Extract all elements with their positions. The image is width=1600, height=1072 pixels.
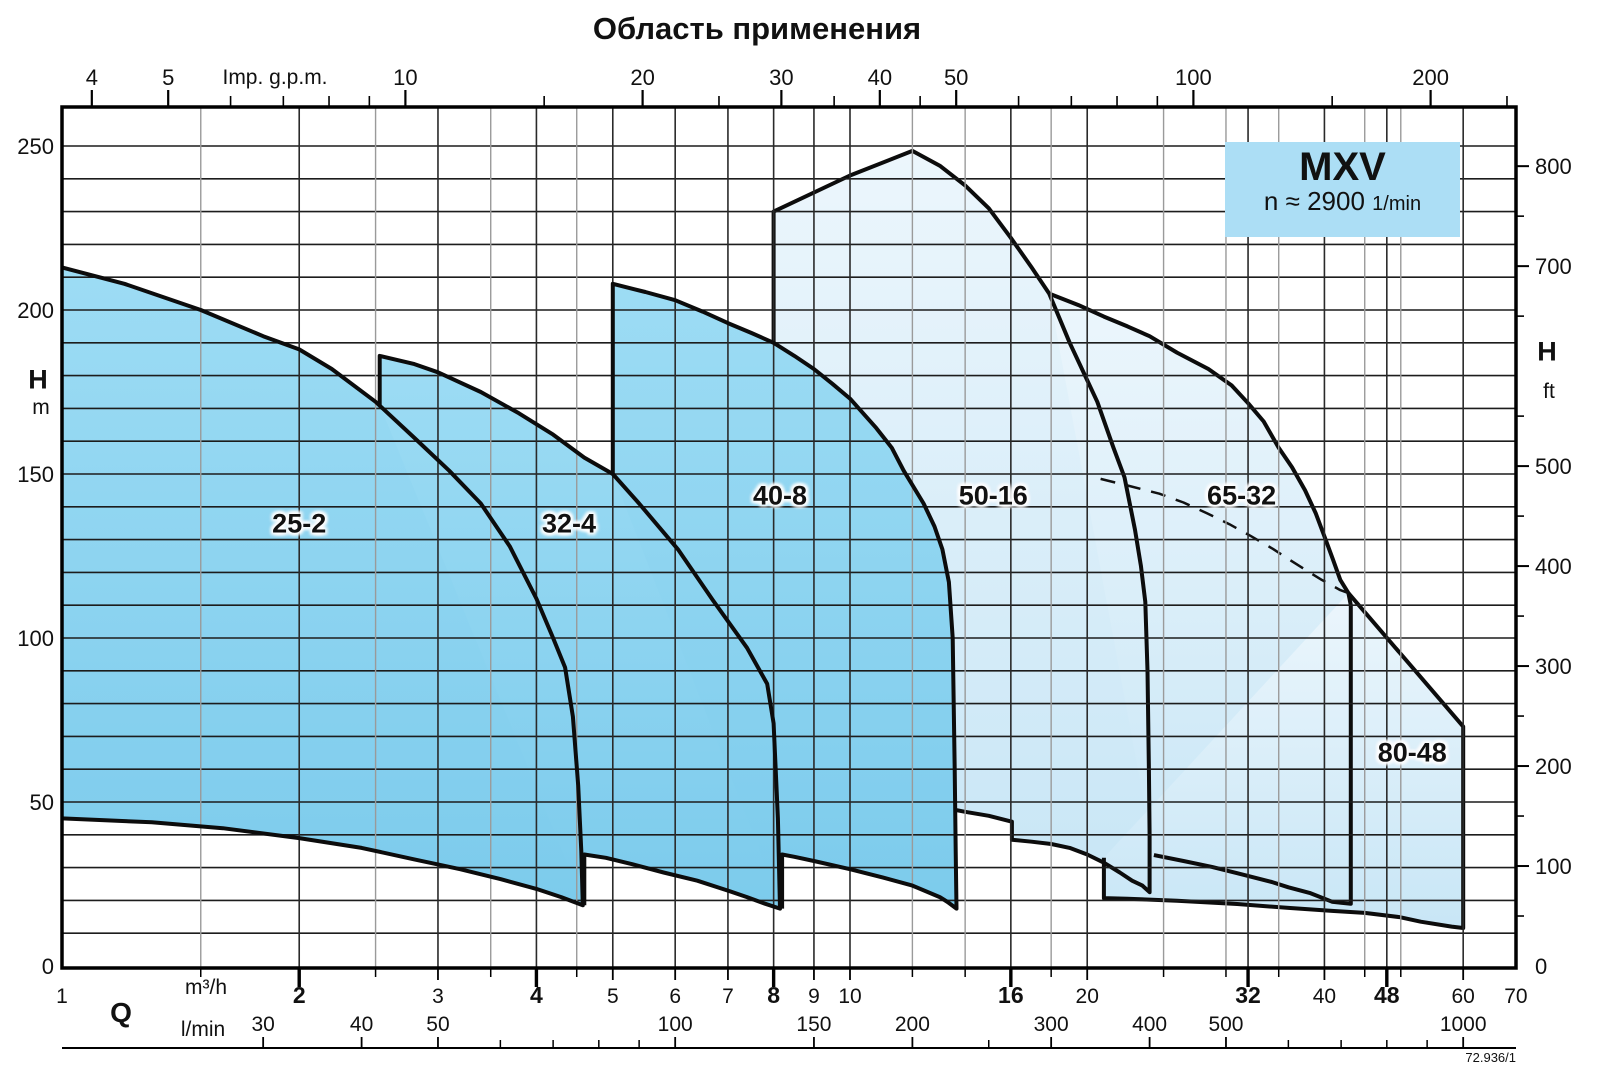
svg-text:40: 40 [1313,985,1336,1008]
legend-model: MXV [1299,145,1386,189]
svg-text:400: 400 [1132,1013,1167,1036]
svg-text:200: 200 [895,1013,930,1036]
svg-text:100: 100 [17,626,54,651]
svg-text:200: 200 [1412,65,1449,90]
region-outline-32-4 [377,353,782,911]
svg-text:1000: 1000 [1440,1013,1487,1036]
bottom-axis-lmin [62,1037,1516,1049]
svg-text:700: 700 [1535,254,1572,279]
region-label-65-32: 65-32 [1207,480,1277,511]
region-outline-40-8 [610,281,959,911]
svg-text:100: 100 [1175,65,1212,90]
left-axis-letter: H [28,364,48,395]
top-axis-gpm [90,90,1508,107]
drawing-code: 72.936/1 [1465,1050,1516,1065]
legend-box: MXV n ≈ 2900 1/min [1225,142,1460,237]
svg-text:150: 150 [17,462,54,487]
svg-text:0: 0 [1535,954,1547,979]
region-outline-25-2 [61,265,585,908]
region-fill-80-48 [1103,593,1464,928]
svg-text:16: 16 [998,982,1024,1008]
svg-text:250: 250 [17,134,54,159]
bottom-axis-m3h [200,968,1465,987]
region-label-32-4: 32-4 [542,508,597,539]
right-axis-letter: H [1537,336,1557,367]
svg-text:5: 5 [607,985,619,1008]
svg-text:3: 3 [432,985,444,1008]
svg-text:500: 500 [1535,454,1572,479]
svg-text:30: 30 [251,1013,274,1036]
svg-text:200: 200 [17,298,54,323]
right-axis-unit: ft [1543,380,1555,403]
svg-text:400: 400 [1535,554,1572,579]
region-fill-32-4 [379,355,780,909]
medium-region-fills [62,267,957,909]
svg-text:300: 300 [1034,1013,1069,1036]
svg-text:20: 20 [1076,985,1099,1008]
region-fill-40-8 [612,283,957,909]
region-label-80-48: 80-48 [1377,737,1447,768]
svg-text:40: 40 [350,1013,373,1036]
svg-text:50: 50 [426,1013,449,1036]
region-label-40-8: 40-8 [752,480,808,511]
dashed-boundary-65-32-80-48 [1100,477,1349,595]
medium-region-outlines [61,265,959,911]
svg-text:48: 48 [1374,982,1400,1008]
svg-text:8: 8 [767,982,780,1008]
svg-text:500: 500 [1208,1013,1243,1036]
svg-text:50: 50 [944,65,968,90]
region-fill-25-2 [62,267,583,906]
legend-speed: n ≈ 2900 1/min [1263,186,1422,216]
svg-text:32: 32 [1235,982,1261,1008]
svg-text:50: 50 [30,790,54,815]
bottom-axis-unit-lmin: l/min [180,1018,226,1041]
plot-border [60,105,1518,970]
svg-text:70: 70 [1504,985,1527,1008]
bottom-axis-letter-q: Q [110,997,132,1028]
svg-text:0: 0 [42,954,54,979]
region-label-25-2: 25-2 [272,508,327,539]
top-axis-unit-label: Imp. g.p.m. [222,66,328,89]
svg-text:4: 4 [530,982,543,1008]
svg-text:300: 300 [1535,654,1572,679]
svg-text:100: 100 [658,1013,693,1036]
svg-text:100: 100 [1535,854,1572,879]
svg-text:800: 800 [1535,154,1572,179]
left-axis-unit: m [32,396,50,419]
svg-text:7: 7 [722,985,734,1008]
svg-text:6: 6 [669,985,681,1008]
svg-text:10: 10 [838,985,861,1008]
svg-text:4: 4 [86,65,98,90]
svg-text:10: 10 [393,65,417,90]
region-outline-65-32 [1048,291,1353,906]
svg-text:60: 60 [1452,985,1475,1008]
right-axis-ft [1516,165,1529,917]
svg-text:5: 5 [162,65,174,90]
svg-text:2: 2 [293,982,306,1008]
svg-text:150: 150 [796,1013,831,1036]
svg-text:200: 200 [1535,754,1572,779]
svg-text:1: 1 [56,985,68,1008]
bottom-axis-unit-m3h: m³/h [185,976,227,999]
region-label-50-16: 50-16 [958,480,1028,511]
svg-text:40: 40 [868,65,892,90]
svg-text:30: 30 [769,65,793,90]
svg-text:9: 9 [808,985,820,1008]
svg-text:20: 20 [630,65,654,90]
chart-title: Область применения [592,11,922,46]
